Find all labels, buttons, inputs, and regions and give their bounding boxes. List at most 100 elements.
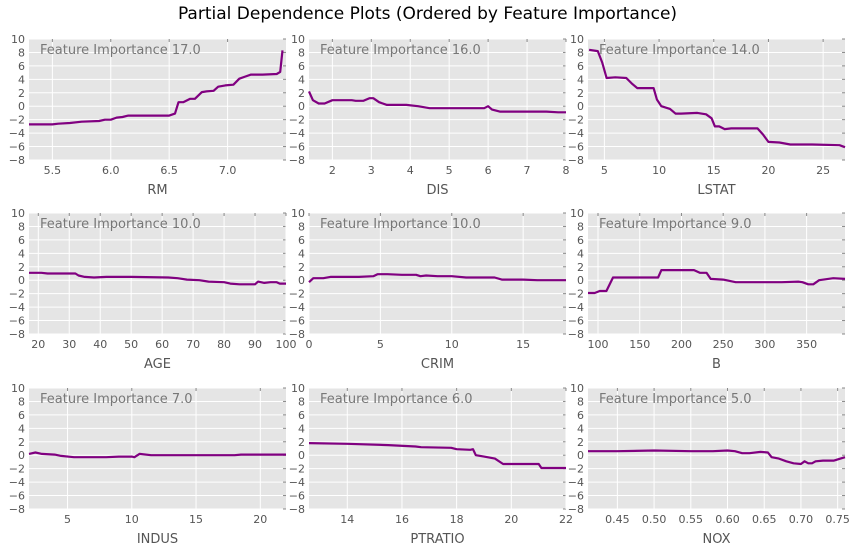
y-tick-label: 0 [18,274,25,287]
y-tick-label: −6 [289,490,305,503]
x-tick-label: 7 [524,164,531,177]
y-tick-label: 8 [298,46,305,59]
x-tick-label: 10 [652,164,666,177]
x-tick-label: 10 [125,513,139,526]
y-tick-label: 0 [577,274,584,287]
x-tick-label: 200 [671,338,692,351]
x-tick-label: 20 [761,164,775,177]
partial-dependence-line [588,449,846,466]
partial-dependence-line [308,442,566,470]
y-tick-label: −4 [9,476,25,489]
y-tick-label: −2 [568,288,584,301]
partial-dependence-line [28,451,286,459]
y-tick-label: −8 [568,328,584,341]
x-tick-label: 5 [377,338,384,351]
y-tick-label: 10 [570,33,584,46]
y-tick-label: 0 [298,274,305,287]
y-tick-label: −6 [9,141,25,154]
y-tick-label: −4 [289,476,305,489]
x-tick-label: 6.0 [102,164,120,177]
x-tick-label: 100 [588,338,609,351]
partial-dependence-line [308,273,566,284]
feature-importance-annotation: Feature Importance 14.0 [599,43,760,58]
y-tick-label: −6 [568,490,584,503]
x-tick-label: 0.65 [752,513,777,526]
y-tick-label: −2 [289,114,305,127]
partial-dependence-line [29,271,286,286]
x-tick-label: 16 [395,513,409,526]
y-tick-label: −6 [9,490,25,503]
y-tick-label: 4 [298,247,305,260]
x-tick-label: 0.50 [642,513,667,526]
feature-importance-annotation: Feature Importance 16.0 [320,43,481,58]
x-axis-label: PTRATIO [410,532,464,547]
x-tick-label: 10 [445,338,459,351]
y-tick-label: 6 [18,234,25,247]
y-tick-label: 2 [18,87,25,100]
y-tick-label: 0 [18,449,25,462]
y-tick-label: −4 [289,301,305,314]
x-axis-label: DIS [426,183,448,198]
y-tick-label: −4 [9,127,25,140]
y-tick-label: 0 [298,100,305,113]
y-tick-label: 2 [18,261,25,274]
y-tick-label: 2 [577,87,584,100]
x-tick-label: 5 [446,164,453,177]
y-tick-label: 8 [577,46,584,59]
y-tick-label: 10 [11,33,25,46]
y-tick-label: 2 [18,436,25,449]
y-tick-label: 10 [291,382,305,395]
y-tick-label: −4 [568,127,584,140]
feature-importance-annotation: Feature Importance 9.0 [599,217,752,232]
y-tick-label: −2 [9,463,25,476]
y-tick-label: 2 [298,436,305,449]
x-tick-label: 2 [329,164,336,177]
y-tick-label: 4 [577,422,584,435]
y-tick-label: −4 [9,301,25,314]
plot-area [588,39,845,160]
y-tick-label: 8 [18,46,25,59]
y-tick-label: 4 [18,422,25,435]
y-tick-label: −2 [289,463,305,476]
x-tick-label: 0.60 [715,513,740,526]
x-tick-label: 22 [559,513,573,526]
x-axis-label: B [712,357,721,372]
x-tick-label: 8 [563,164,570,177]
y-tick-label: 0 [577,449,584,462]
partial-dependence-line [29,50,284,126]
y-tick-label: 2 [577,436,584,449]
x-tick-label: 60 [155,338,169,351]
y-tick-label: 6 [18,60,25,73]
x-tick-label: 6 [485,164,492,177]
x-tick-label: 5.5 [44,164,62,177]
y-tick-label: 4 [18,73,25,86]
y-tick-label: 8 [18,220,25,233]
y-tick-label: 8 [298,220,305,233]
y-tick-label: −8 [9,328,25,341]
x-tick-label: 350 [796,338,817,351]
x-tick-label: 0.75 [825,513,850,526]
y-tick-label: 8 [577,395,584,408]
figure-title: Partial Dependence Plots (Ordered by Fea… [177,4,678,24]
y-tick-label: 8 [298,395,305,408]
y-tick-label: 10 [570,382,584,395]
x-tick-label: 0 [306,338,313,351]
partial-dependence-line [588,48,846,149]
y-tick-label: −2 [568,463,584,476]
y-tick-label: −2 [568,114,584,127]
x-axis-label: CRIM [421,357,454,372]
y-tick-label: 10 [291,33,305,46]
x-tick-label: 25 [816,164,830,177]
y-tick-label: −8 [289,154,305,167]
x-tick-label: 90 [248,338,262,351]
y-tick-label: −6 [289,315,305,328]
x-tick-label: 20 [253,513,267,526]
y-tick-label: 4 [577,73,584,86]
x-axis-label: AGE [144,357,171,372]
